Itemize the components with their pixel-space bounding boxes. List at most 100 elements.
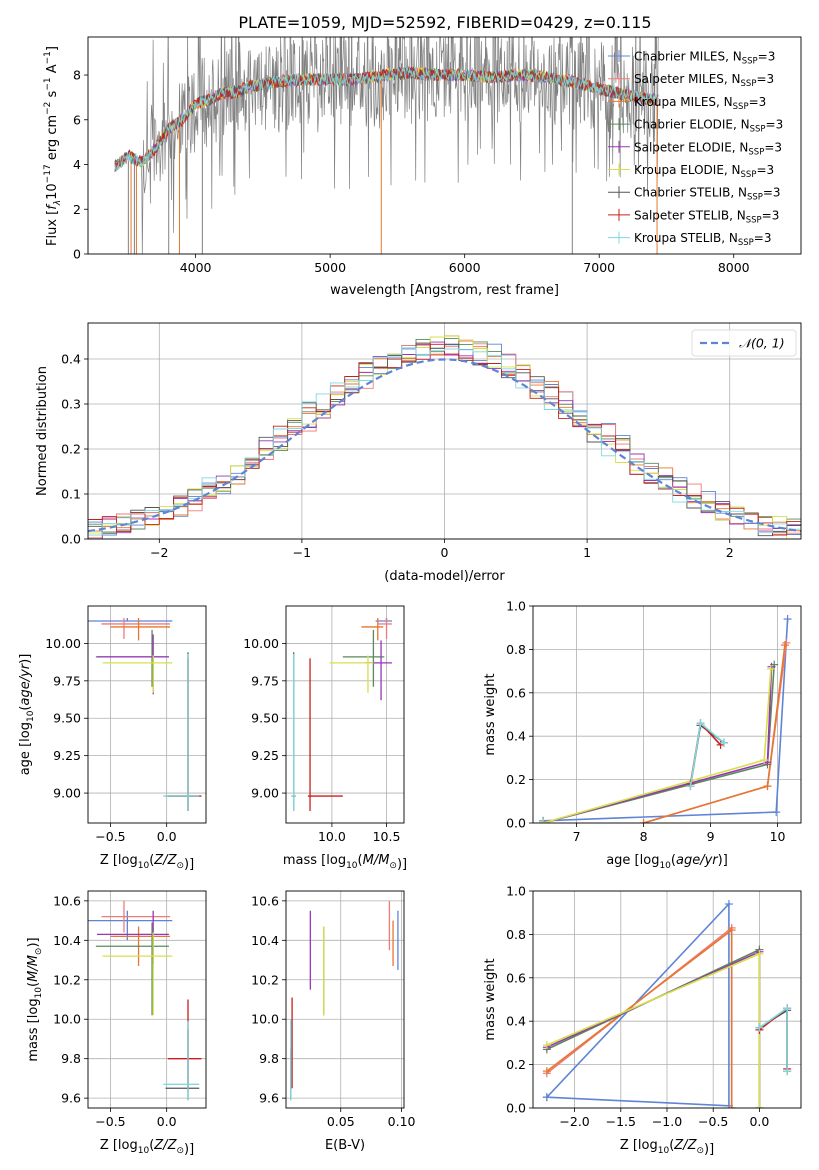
errorbar-point: [88, 910, 173, 941]
x-tick-label: 9: [707, 829, 715, 844]
plot-area: [290, 900, 399, 1101]
y-tick-label: 10.6: [53, 893, 81, 908]
plot-area: [114, 37, 659, 254]
x-axis-label: Z [log10(Z/Z⊙)]: [100, 853, 194, 872]
weight-series: [542, 926, 736, 1108]
mass-weight-vs-Z-axes: −2.0 −1.5 −1.0 −0.5 0.0 0.0 0.2 0.4 0.6 0.8 1.0 Z […: [483, 884, 802, 1157]
y-tick-label: 9.75: [251, 673, 279, 688]
y-tick-label: 1.0: [506, 599, 526, 614]
weight-series: [539, 662, 776, 823]
axes-border: [532, 890, 802, 1109]
weight-series: [542, 947, 764, 1108]
x-tick-label: 4000: [180, 260, 212, 275]
y-tick-label: 4: [73, 157, 81, 172]
x-tick-label: 0: [441, 545, 449, 560]
y-tick-label: 6: [73, 112, 81, 127]
y-tick-label: 10.0: [53, 1012, 81, 1027]
x-tick-label: −2.0: [559, 1114, 589, 1129]
x-tick-label: 10.0: [318, 829, 346, 844]
axes-frame: 7 8 9 10 0.0 0.2 0.4 0.6 0.8 1.0 age [log10(age/yr…: [483, 599, 802, 871]
x-axis-label: (data-model)/error: [384, 569, 505, 584]
legend-label: Chabrier ELODIE, NSSP=3: [634, 118, 783, 135]
legend-entry: Salpeter STELIB, NSSP=3: [608, 208, 779, 225]
histogram-step-line: [88, 335, 801, 539]
legend-label: Salpeter STELIB, NSSP=3: [634, 208, 779, 225]
x-axis-label: E(B-V): [325, 1138, 365, 1153]
plot-area: [88, 900, 202, 1101]
normal-pdf-line: [88, 358, 801, 533]
axes-border: [87, 890, 207, 1109]
x-tick-label: 0.10: [388, 1114, 416, 1129]
plot-area: [88, 335, 801, 539]
y-tick-label: 1.0: [506, 884, 526, 899]
legend-box: [691, 329, 797, 357]
plot-area: [291, 617, 392, 812]
y-tick-label: 9.25: [251, 748, 279, 763]
y-tick-label: 10.00: [45, 636, 81, 651]
legend-entry: Chabrier STELIB, NSSP=3: [608, 186, 781, 203]
y-tick-label: 0.4: [506, 1014, 526, 1029]
axes-frame: 4000 5000 6000 7000 8000 0 2 4 6 8 wavelength [Ang…: [43, 36, 802, 298]
weight-series: [542, 949, 764, 1108]
errorbar-point: [102, 932, 173, 1016]
model-spectrum-line: [114, 66, 659, 172]
axes-frame: −2 −1 0 1 2 0.0 0.1 0.2 0.3 0.4 𝒩(0, 1) (data-model…: [35, 322, 802, 584]
y-tick-label: 9.50: [53, 711, 81, 726]
y-tick-label: 9.6: [259, 1091, 279, 1106]
legend-label: Kroupa MILES, NSSP=3: [634, 95, 766, 112]
x-tick-label: −0.5: [698, 1114, 728, 1129]
x-tick-label: −0.5: [95, 1114, 125, 1129]
data-spectrum-line: [114, 37, 659, 254]
x-tick-label: 0.05: [327, 1114, 355, 1129]
weight-series: [539, 664, 775, 823]
y-tick-label: 0.0: [506, 1101, 526, 1116]
spectrum-axes: 4000 5000 6000 7000 8000 0 2 4 6 8 wavelength [Ang…: [43, 36, 802, 298]
x-tick-label: 6000: [449, 260, 481, 275]
y-tick-label: 0.8: [506, 642, 526, 657]
mass-vs-Z-axes: −0.5 0.0 9.6 9.8 10.0 10.2 10.4 10.6 Z [log10(Z/…: [26, 890, 207, 1157]
legend-label: Salpeter MILES, NSSP=3: [634, 72, 774, 89]
y-axis-label: Flux [fλ10−17 erg cm−2 s−1 A−1]: [43, 46, 63, 246]
x-tick-label: 0.0: [157, 829, 177, 844]
axes-frame: −2.0 −1.5 −1.0 −0.5 0.0 0.0 0.2 0.4 0.6 0.8 1.0 Z […: [483, 884, 802, 1157]
weight-line: [546, 901, 730, 1107]
age-vs-Z-axes: −0.5 0.0 9.00 9.25 9.50 9.75 10.00 Z [log10(Z/Z…: [18, 605, 207, 872]
y-tick-label: 0.4: [61, 352, 81, 367]
y-axis-label: age [log10(age/yr)]: [18, 654, 36, 776]
errorbar-point: [165, 1029, 200, 1101]
y-tick-label: 10.4: [251, 933, 279, 948]
histogram-step-line: [88, 347, 801, 536]
axes-frame: −0.5 0.0 9.6 9.8 10.0 10.2 10.4 10.6 Z [log10(Z/…: [26, 890, 207, 1157]
x-tick-label: −2: [150, 545, 168, 560]
errorbar-point: [307, 658, 343, 812]
axes-border: [87, 36, 802, 255]
y-axis-label: mass [log10(M/M⊙)]: [26, 937, 44, 1061]
legend-label: 𝒩(0, 1): [739, 336, 785, 351]
mass-weight-vs-age-axes: 7 8 9 10 0.0 0.2 0.4 0.6 0.8 1.0 age [log10(age/yr…: [483, 599, 802, 871]
x-tick-label: 0.0: [157, 1114, 177, 1129]
legend-label: Kroupa ELODIE, NSSP=3: [634, 163, 774, 180]
y-tick-label: 8: [73, 68, 81, 83]
errorbar-point: [361, 617, 384, 641]
axes-border: [87, 322, 802, 540]
y-tick-label: 10.00: [243, 636, 279, 651]
y-tick-label: 0.6: [506, 970, 526, 985]
y-axis-label: mass weight: [483, 673, 498, 755]
errorbar-point: [377, 617, 392, 639]
x-tick-label: −0.5: [95, 829, 125, 844]
weight-line: [546, 948, 761, 1108]
grid-lines: [286, 606, 404, 823]
y-axis-label: mass weight: [483, 958, 498, 1040]
y-tick-label: 2: [73, 202, 81, 217]
x-tick-label: −1.5: [606, 1114, 636, 1129]
legend-entry: Kroupa ELODIE, NSSP=3: [608, 163, 774, 180]
errorbar-point: [101, 900, 171, 933]
errorbar-point: [88, 617, 173, 622]
x-tick-label: 5000: [314, 260, 346, 275]
weight-line: [758, 1006, 788, 1072]
axes-frame: 9.00 9.25 9.50 9.75 10.00 10.0 10.5 mass [log10…: [243, 605, 407, 872]
errorbar-point: [167, 658, 202, 812]
errorbar-point: [291, 653, 296, 812]
y-tick-label: 0.8: [506, 927, 526, 942]
y-tick-label: 10.0: [251, 1012, 279, 1027]
